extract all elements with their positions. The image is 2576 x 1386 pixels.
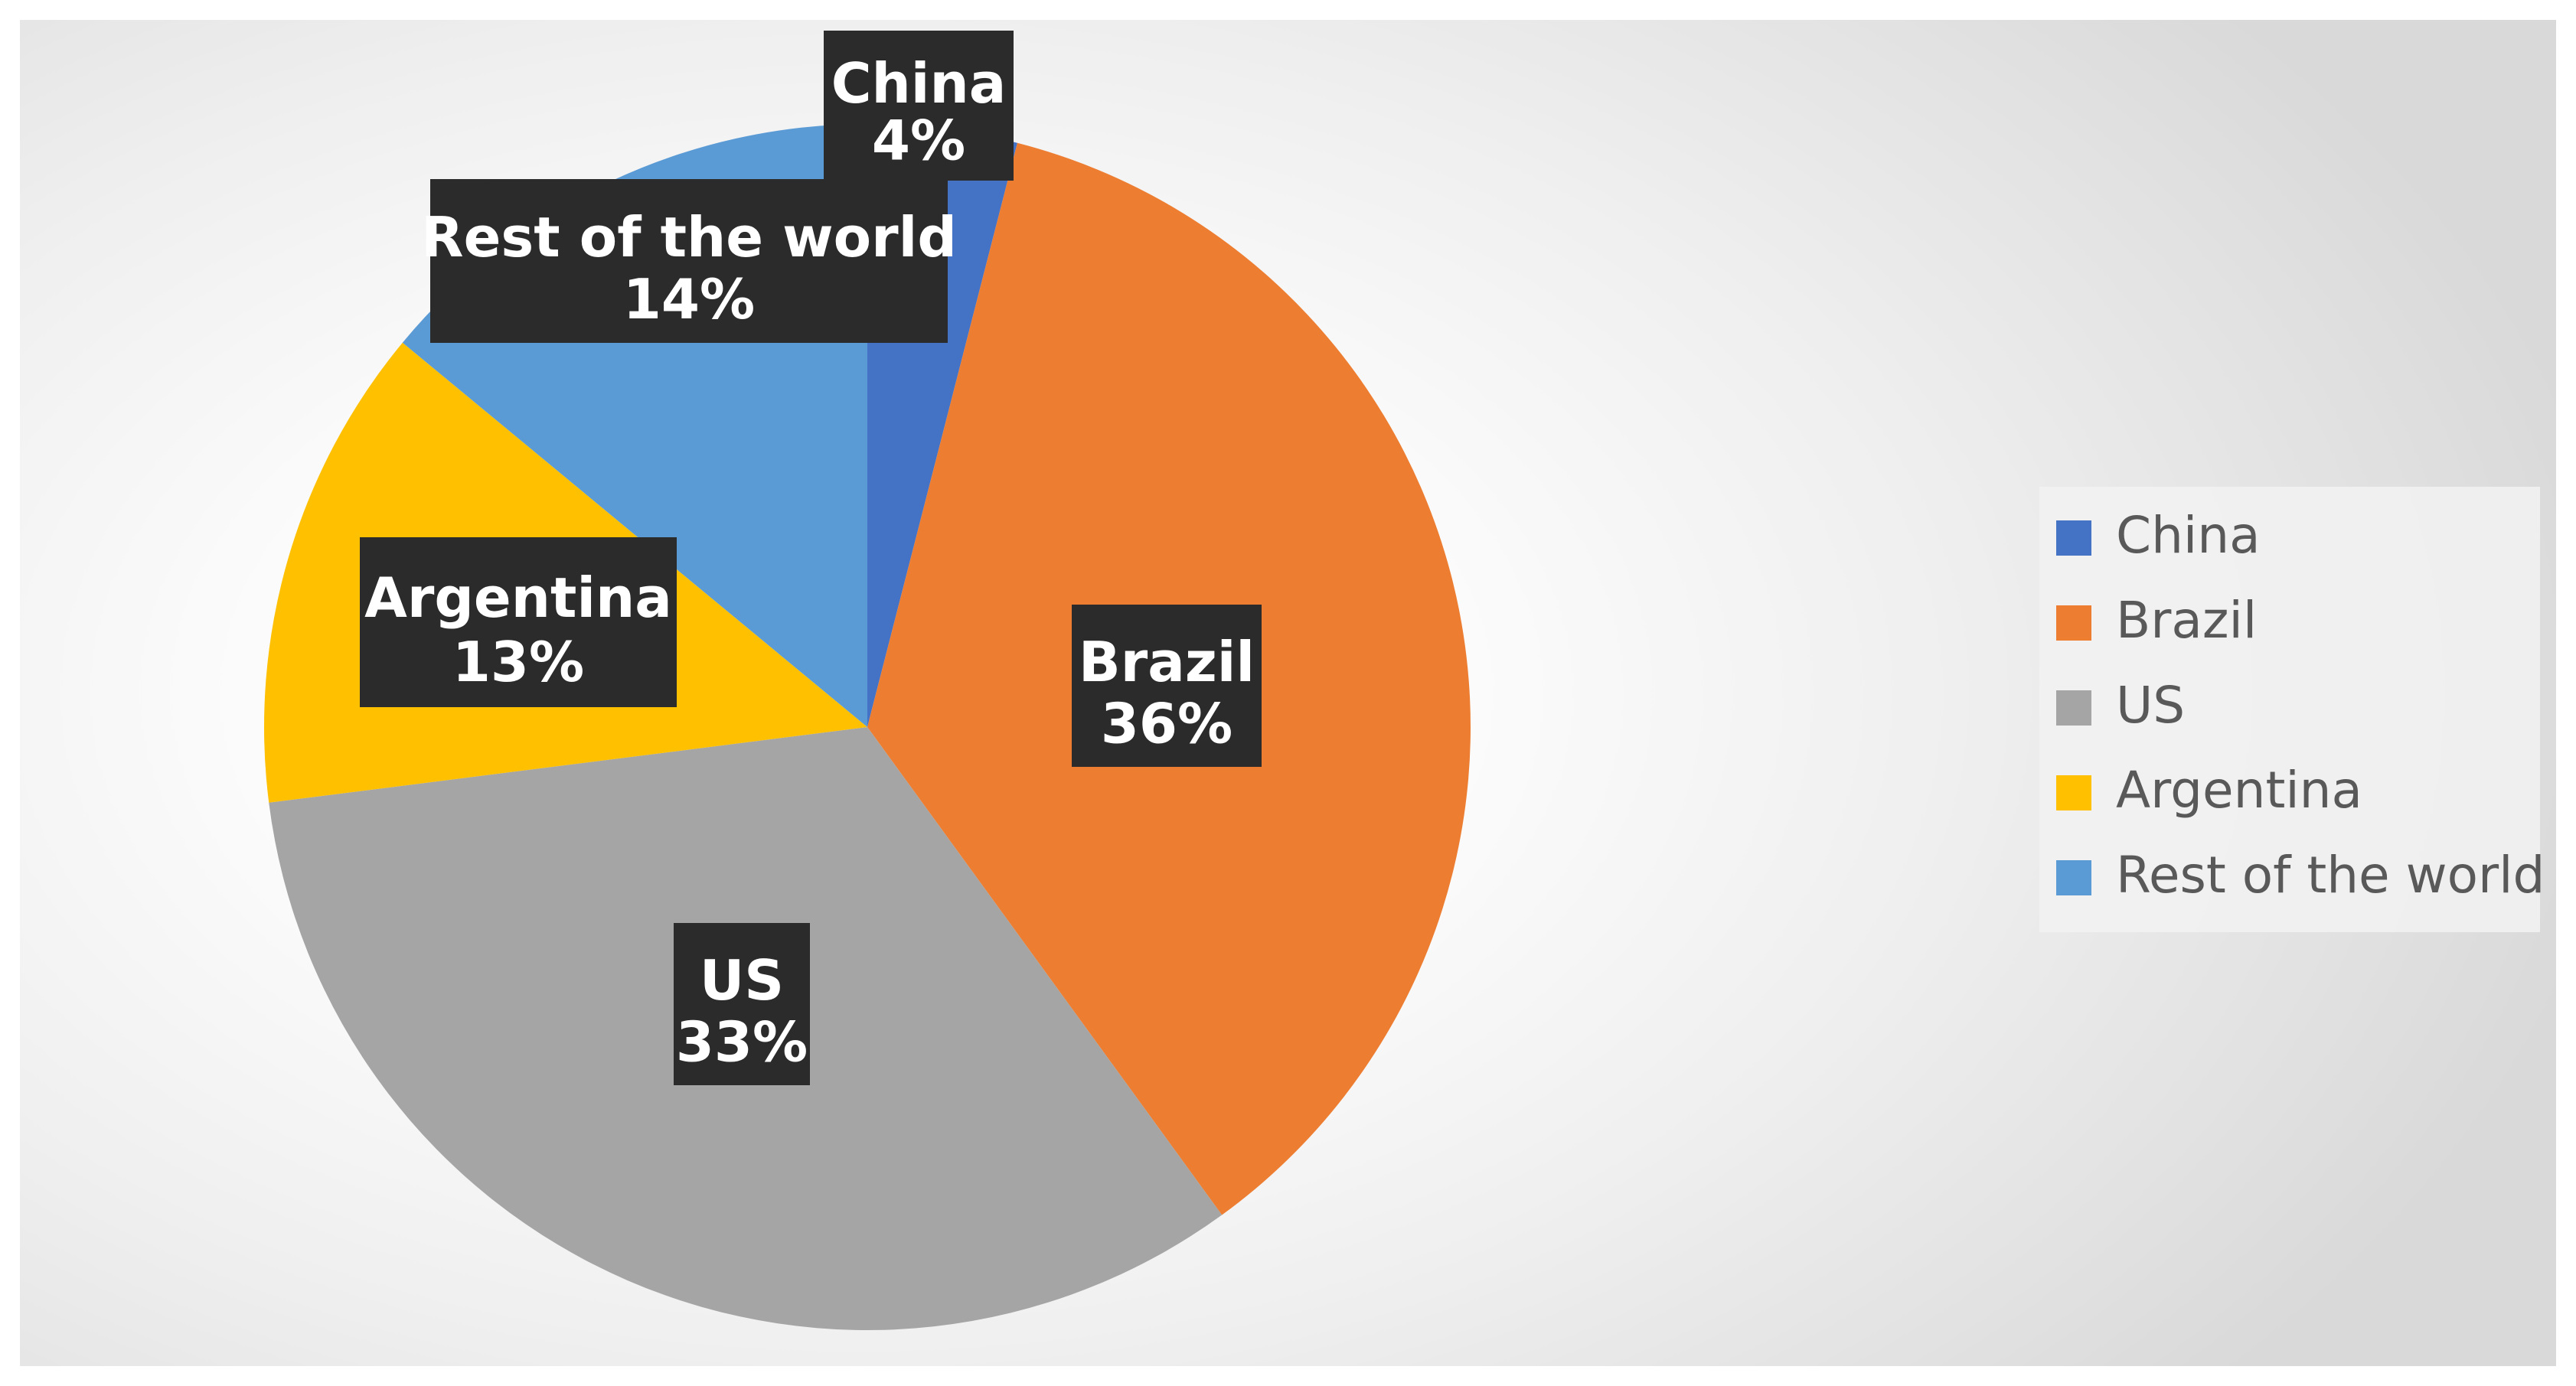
- legend-label: China: [2116, 506, 2261, 565]
- legend-entry-argentina: Argentina: [2056, 761, 2362, 820]
- data-label-box: [824, 31, 1014, 181]
- data-label-category: US: [700, 948, 784, 1013]
- data-label-box: [674, 923, 810, 1085]
- data-label-percent: 33%: [676, 1010, 808, 1075]
- data-label-box: [360, 537, 677, 707]
- legend-swatch: [2056, 690, 2091, 726]
- data-label-category: Brazil: [1079, 630, 1255, 694]
- data-label-box: [1072, 605, 1262, 767]
- data-label-box: [430, 179, 948, 343]
- legend-label: Argentina: [2116, 761, 2362, 820]
- legend-label: Brazil: [2116, 591, 2257, 650]
- legend-label: US: [2116, 676, 2185, 735]
- data-label-percent: 4%: [872, 108, 965, 172]
- legend-entry-us: US: [2056, 676, 2185, 735]
- legend-entry-brazil: Brazil: [2056, 591, 2257, 650]
- legend-background: [2039, 487, 2540, 932]
- legend-entry-rest-of-the-world: Rest of the world: [2056, 846, 2545, 905]
- data-label-percent: 14%: [623, 267, 755, 331]
- data-label-percent: 13%: [452, 630, 584, 694]
- legend: China Brazil US Argentina Rest of the world: [2039, 487, 2545, 932]
- data-label-category: Argentina: [364, 566, 672, 630]
- legend-swatch: [2056, 860, 2091, 895]
- data-label-category: China: [831, 51, 1007, 116]
- data-label-category: Rest of the world: [421, 205, 957, 269]
- data-label-percent: 36%: [1101, 692, 1232, 756]
- legend-swatch: [2056, 605, 2091, 641]
- legend-swatch: [2056, 520, 2091, 556]
- legend-label: Rest of the world: [2116, 846, 2545, 905]
- legend-entry-china: China: [2056, 506, 2261, 565]
- legend-swatch: [2056, 775, 2091, 810]
